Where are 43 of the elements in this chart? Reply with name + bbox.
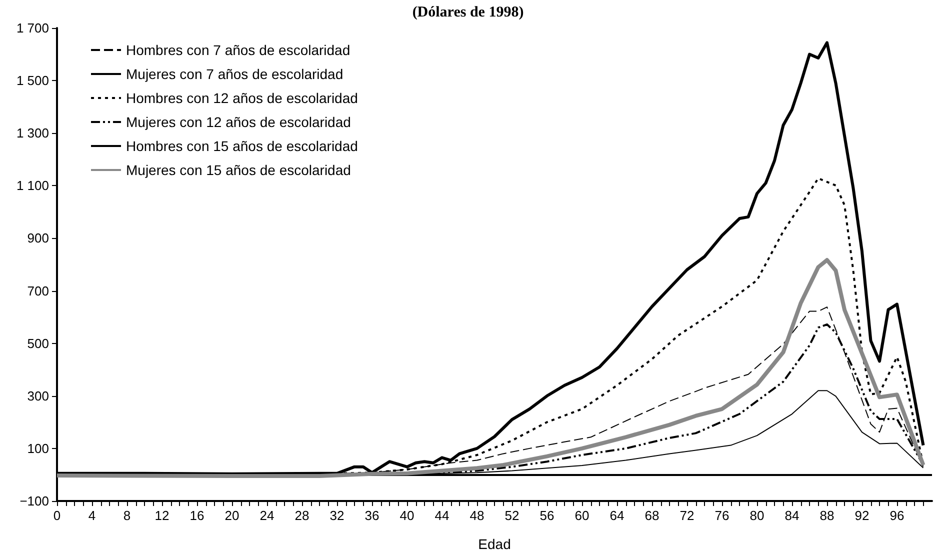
y-tick-label: 700: [27, 283, 49, 298]
x-tick-label: 0: [53, 508, 61, 523]
y-tick-label: 100: [27, 440, 49, 456]
x-tick-label: 8: [123, 508, 131, 523]
legend-label: Mujeres con 15 años de escolaridad: [126, 162, 351, 178]
x-tick-label: 40: [400, 508, 414, 523]
x-tick-label: 96: [890, 508, 904, 523]
x-tick-label: 28: [294, 508, 310, 523]
y-tick-label: 1 500: [16, 73, 49, 88]
legend-label: Mujeres con 7 años de escolaridad: [126, 66, 344, 82]
x-tick-label: 36: [364, 508, 380, 523]
y-tick-label: 900: [27, 230, 49, 246]
chart-title: (Dólares de 1998): [412, 4, 524, 20]
x-tick-label: 76: [714, 508, 730, 523]
x-tick-label: 16: [190, 508, 204, 523]
x-tick-label: 44: [434, 508, 450, 523]
x-tick-label: 92: [854, 508, 870, 523]
x-tick-label: 68: [644, 508, 660, 523]
x-tick-label: 4: [88, 508, 96, 523]
x-tick-label: 80: [750, 508, 764, 523]
x-tick-label: 12: [154, 508, 170, 523]
y-tick-label: 300: [27, 388, 49, 404]
legend-label: Hombres con 7 años de escolaridad: [126, 42, 350, 58]
x-tick-label: 84: [784, 508, 800, 523]
x-tick-label: 60: [574, 508, 590, 523]
x-tick-label: 64: [610, 508, 624, 523]
x-tick-label: 48: [470, 508, 484, 523]
x-tick-label: 20: [224, 508, 240, 523]
x-tick-label: 24: [260, 508, 274, 523]
x-axis-title: Edad: [478, 536, 511, 552]
legend-label: Hombres con 12 años de escolaridad: [126, 90, 358, 106]
y-tick-label: 1 300: [16, 126, 49, 141]
x-tick-label: 72: [680, 508, 694, 523]
x-tick-label: 88: [820, 508, 834, 523]
y-tick-label: 1 700: [16, 20, 49, 36]
y-tick-label: −100: [20, 494, 49, 508]
legend-label: Mujeres con 12 años de escolaridad: [126, 114, 351, 130]
y-tick-label: 1 100: [16, 178, 49, 194]
x-tick-label: 52: [504, 508, 520, 523]
x-tick-label: 56: [540, 508, 554, 523]
legend-label: Hombres con 15 años de escolaridad: [126, 138, 358, 154]
y-tick-label: 500: [27, 336, 49, 351]
x-tick-label: 32: [330, 508, 344, 523]
